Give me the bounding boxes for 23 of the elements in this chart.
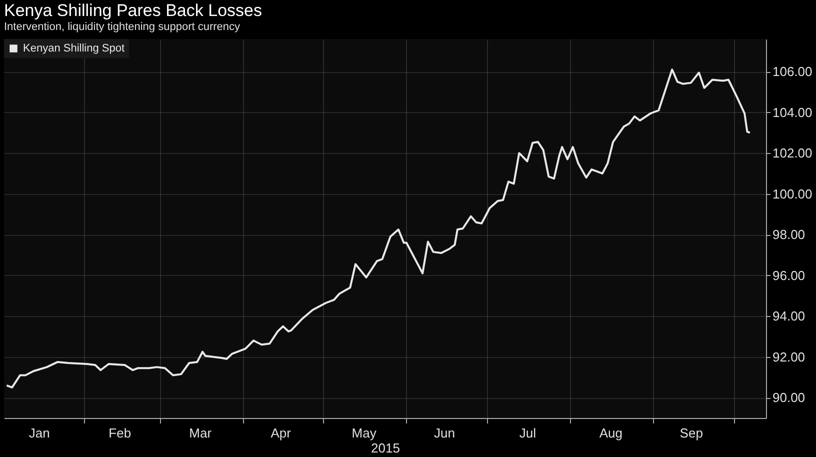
x-tick-label: Apr bbox=[270, 426, 292, 440]
x-tick-label: Jun bbox=[434, 426, 456, 440]
x-tick-label: Jul bbox=[519, 426, 536, 440]
y-tick-label: 90.00 bbox=[772, 390, 806, 406]
x-tick-label: Jan bbox=[28, 426, 50, 440]
x-tick-label: May bbox=[352, 426, 377, 440]
x-tick-label: Sep bbox=[680, 426, 703, 440]
y-tick-label: 98.00 bbox=[772, 227, 806, 242]
y-tick-label: 102.00 bbox=[772, 146, 812, 161]
x-tick-label: Aug bbox=[599, 426, 622, 440]
chart-title: Kenya Shilling Pares Back Losses bbox=[4, 1, 262, 20]
y-tick-label: 106.00 bbox=[772, 64, 812, 80]
chart-subtitle: Intervention, liquidity tightening support currency bbox=[4, 21, 241, 33]
y-tick-label: 94.00 bbox=[772, 308, 806, 324]
y-tick-label: 92.00 bbox=[772, 349, 806, 364]
y-tick-label: 100.00 bbox=[772, 186, 812, 202]
x-tick-label: Mar bbox=[189, 426, 212, 440]
x-axis-title: 2015 bbox=[371, 440, 400, 456]
line-series bbox=[6, 68, 751, 388]
x-tick-label: Feb bbox=[108, 426, 132, 440]
legend-label: Kenyan Shilling Spot bbox=[23, 42, 125, 54]
y-tick-label: 104.00 bbox=[772, 104, 812, 120]
y-tick-label: 96.00 bbox=[772, 268, 806, 283]
